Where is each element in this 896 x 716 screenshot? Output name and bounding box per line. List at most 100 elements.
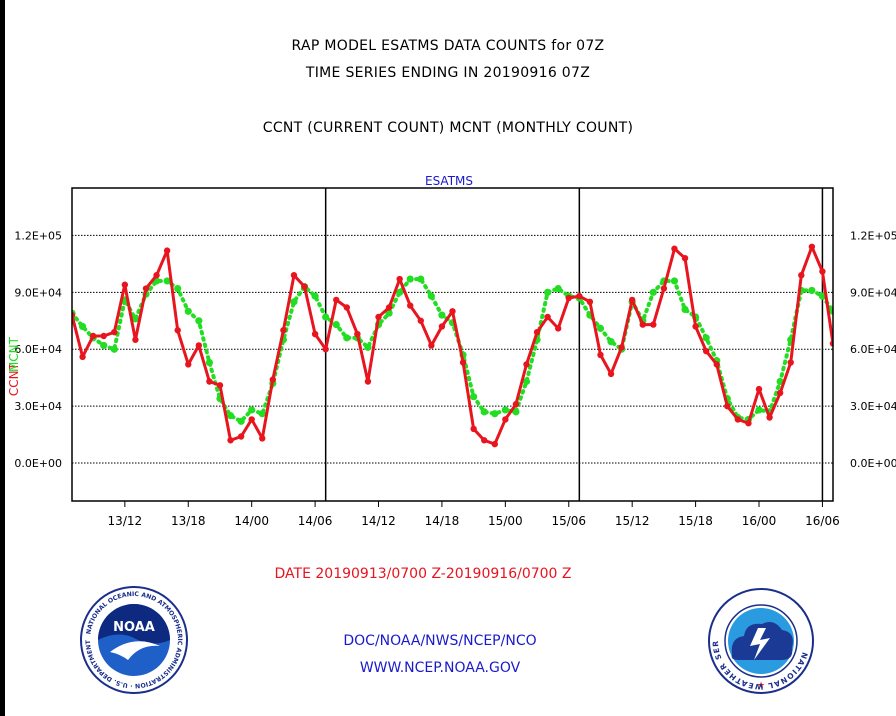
x-tick-label: 14/00 — [234, 514, 269, 528]
ccnt-point — [280, 327, 287, 334]
url-link[interactable]: WWW.NCEP.NOAA.GOV — [359, 660, 521, 676]
ccnt-point — [333, 296, 340, 304]
mcnt-point — [174, 284, 182, 293]
mcnt-point — [512, 408, 520, 416]
ccnt-point — [755, 385, 763, 393]
ccnt-point — [227, 437, 234, 444]
ccnt-point — [639, 321, 646, 328]
date-range-label: DATE 20190913/0700 Z-20190916/0700 Z — [274, 566, 572, 582]
ccnt-point — [618, 344, 625, 351]
mcnt-point — [385, 309, 393, 317]
ccnt-series-line — [72, 245, 833, 446]
ccnt-point — [185, 361, 192, 368]
ccnt-point — [544, 313, 551, 321]
ccnt-point — [734, 416, 742, 423]
ccnt-point — [132, 336, 139, 343]
ccnt-point — [808, 243, 816, 251]
mcnt-point — [522, 377, 531, 386]
ccnt-point — [576, 292, 583, 300]
ccnt-point — [417, 317, 424, 324]
ccnt-point — [798, 272, 805, 279]
y-axis-label-ccnt: CCNT — [7, 362, 21, 396]
x-tick-label: 14/18 — [425, 514, 460, 528]
mcnt-point — [681, 305, 689, 314]
ccnt-point — [216, 382, 224, 389]
ccnt-point — [470, 425, 477, 433]
ccnt-point — [702, 347, 710, 355]
ccnt-point — [554, 325, 562, 332]
mcnt-point — [184, 307, 192, 315]
ccnt-point — [72, 311, 76, 319]
ccnt-point — [364, 378, 372, 385]
chart-title-line-3: CCNT (CURRENT COUNT) MCNT (MONTHLY COUNT… — [262, 120, 634, 136]
x-tick-label: 13/12 — [108, 514, 143, 528]
ccnt-point — [692, 323, 699, 330]
mcnt-point — [131, 315, 140, 323]
mcnt-point — [364, 343, 372, 351]
y-tick-label-left: 9.0E+04 — [14, 286, 62, 299]
x-axis-ticks: 13/12 13/18 14/00 14/06 14/12 14/18 15/00 15/06… — [108, 501, 840, 528]
ccnt-point — [607, 370, 615, 378]
ccnt-point — [290, 272, 298, 279]
ccnt-point — [745, 420, 752, 427]
y-tick-label-left: 1.2E+05 — [14, 229, 62, 242]
mcnt-point — [110, 345, 118, 353]
mcnt-point — [491, 410, 499, 418]
mcnt-point — [544, 288, 552, 296]
ccnt-point — [681, 254, 689, 262]
ccnt-point — [565, 294, 572, 302]
ccnt-point — [237, 433, 245, 440]
noaa-logo-text: NOAA — [113, 620, 155, 635]
ccnt-point — [449, 308, 456, 315]
mcnt-point — [322, 313, 330, 321]
y-axis-left-ticks: 0.0E+00 3.0E+04 6.0E+04 9.0E+04 1.2E+05 — [14, 229, 62, 470]
mcnt-point — [311, 292, 319, 300]
x-tick-label: 15/00 — [488, 514, 523, 528]
mcnt-point — [417, 275, 425, 283]
ccnt-point — [829, 340, 833, 347]
ccnt-point — [111, 328, 118, 336]
ccnt-point — [79, 353, 86, 361]
y-axis-label-mcnt: MCNT — [7, 336, 21, 372]
ccnt-point — [724, 402, 731, 410]
ccnt-point — [650, 321, 657, 328]
y-tick-label-left: 3.0E+04 — [14, 400, 62, 413]
x-tick-label: 16/00 — [742, 514, 777, 528]
ccnt-point — [343, 304, 351, 311]
ccnt-point — [174, 327, 181, 334]
x-tick-label: 15/18 — [678, 514, 713, 528]
mcnt-point — [343, 334, 351, 342]
mcnt-point — [607, 338, 615, 346]
ccnt-point — [195, 342, 203, 349]
ccnt-point — [502, 416, 509, 423]
ccnt-point — [481, 437, 488, 444]
ccnt-point — [523, 361, 530, 368]
ccnt-point — [163, 247, 171, 254]
y-tick-label-right: 9.0E+04 — [850, 286, 896, 299]
ccnt-point — [153, 272, 160, 279]
noaa-logo: NOAA NATIONAL OCEANIC AND ATMOSPHERIC AD… — [80, 586, 188, 694]
mcnt-point — [702, 334, 710, 342]
ccnt-point — [248, 416, 255, 423]
y-tick-label-left: 0.0E+00 — [14, 457, 62, 470]
ccnt-point — [322, 346, 329, 353]
ccnt-point — [628, 296, 636, 304]
x-tick-label: 14/12 — [361, 514, 396, 528]
mcnt-point — [205, 358, 214, 367]
ccnt-point — [428, 342, 435, 349]
mcnt-point — [470, 393, 478, 401]
mcnt-point — [670, 277, 679, 285]
x-tick-label: 16/06 — [805, 514, 840, 528]
mcnt-series-line — [72, 277, 833, 424]
ccnt-point — [206, 378, 213, 385]
ccnt-point — [787, 359, 794, 366]
ccnt-point — [121, 281, 129, 288]
ccnt-point — [671, 245, 678, 252]
ccnt-point — [512, 401, 520, 408]
ccnt-point — [259, 435, 266, 442]
ccnt-point — [586, 298, 594, 306]
mcnt-point — [438, 311, 446, 319]
y-tick-label-right: 6.0E+04 — [850, 343, 896, 356]
mcnt-point — [226, 412, 235, 420]
chart-title-line-2: TIME SERIES ENDING IN 20190916 07Z — [305, 65, 591, 81]
